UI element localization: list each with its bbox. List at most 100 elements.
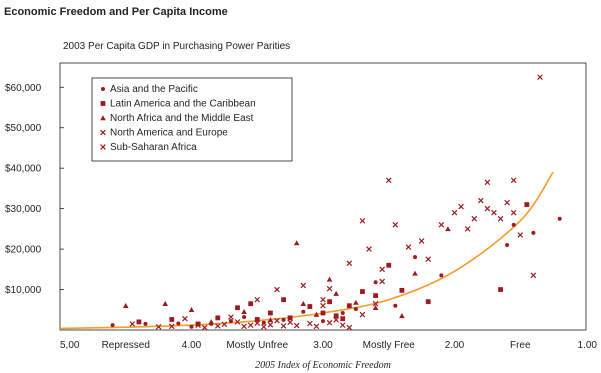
data-point-series-4 [261, 323, 267, 330]
data-point-series-4 [214, 323, 221, 329]
chart-subtitle: 2003 Per Capita GDP in Purchasing Power … [63, 41, 290, 52]
data-point-series-2 [188, 306, 195, 313]
data-point-series-4 [195, 322, 201, 328]
x-tick-label: 3.00 [313, 340, 333, 351]
y-tick-label: $30,000 [5, 204, 42, 215]
data-point-series-4 [320, 296, 326, 303]
data-point-series-4 [274, 317, 280, 324]
chart-title: Economic Freedom and Per Capita Income [4, 6, 228, 18]
data-point-series-4 [307, 320, 313, 327]
data-point-series-1 [373, 293, 378, 299]
data-point-series-2 [300, 300, 307, 306]
data-point-series-0 [321, 319, 325, 324]
data-point-series-1 [248, 301, 254, 307]
legend-marker [101, 87, 105, 91]
data-point-series-0 [340, 311, 345, 316]
data-point-series-2 [326, 276, 333, 282]
x-tick-label: 1.00 [578, 340, 598, 351]
data-point-series-4 [379, 278, 385, 285]
data-point-series-1 [268, 310, 273, 316]
data-point-series-2 [353, 299, 359, 305]
data-point-series-0 [353, 306, 358, 311]
data-point-series-1 [320, 310, 326, 316]
data-point-series-4 [372, 300, 379, 307]
data-point-series-3 [510, 177, 517, 184]
data-point-series-0 [176, 321, 181, 326]
x-tick-label: Mostly Free [363, 340, 416, 351]
data-point-series-2 [313, 311, 320, 317]
data-point-series-1 [346, 303, 352, 309]
data-point-series-0 [393, 303, 398, 308]
data-point-series-1 [333, 313, 339, 319]
legend-entry: North Africa and the Middle East [110, 113, 254, 124]
data-point-series-0 [301, 309, 306, 314]
data-point-series-3 [359, 217, 366, 224]
data-point-series-3 [458, 203, 464, 210]
legend-entry: Asia and the Pacific [110, 84, 198, 95]
data-point-series-0 [281, 317, 286, 322]
data-point-series-2 [162, 300, 168, 306]
data-point-series-0 [413, 255, 418, 260]
legend-entry: Latin America and the Caribbean [110, 99, 256, 110]
data-point-series-2 [267, 317, 274, 323]
data-point-series-4 [293, 322, 300, 329]
data-point-series-4 [234, 319, 241, 325]
data-point-series-2 [241, 308, 247, 315]
data-point-series-3 [438, 221, 445, 228]
data-point-series-0 [439, 273, 444, 278]
data-point-series-4 [247, 322, 254, 328]
data-point-series-1 [386, 262, 392, 268]
legend-marker [100, 129, 106, 136]
y-tick-label: $10,000 [5, 285, 42, 296]
data-point-series-3 [537, 74, 543, 80]
data-point-series-3 [504, 199, 510, 206]
data-point-series-1 [169, 317, 175, 322]
data-point-series-1 [498, 287, 503, 292]
data-point-series-1 [195, 321, 201, 327]
data-point-series-4 [182, 315, 188, 322]
data-point-series-2 [372, 304, 379, 310]
legend-entry: Sub-Saharan Africa [110, 142, 197, 153]
data-point-series-3 [497, 215, 504, 222]
data-point-series-4 [346, 324, 353, 331]
y-tick-label: $60,000 [5, 83, 42, 94]
data-point-series-1 [399, 287, 405, 293]
y-tick-label: $50,000 [5, 123, 42, 134]
data-point-series-2 [412, 270, 418, 276]
data-point-series-4 [313, 323, 320, 330]
data-point-series-3 [228, 314, 234, 320]
data-point-series-0 [505, 243, 510, 248]
data-point-series-3 [491, 209, 497, 216]
data-point-series-3 [320, 302, 326, 309]
data-point-series-3 [425, 256, 432, 263]
data-point-series-1 [524, 202, 530, 207]
y-axis: $10,000 $20,000 $30,000 $40,000 $50,000 $60,0… [5, 83, 64, 296]
data-point-series-0 [143, 321, 148, 326]
data-point-series-4 [267, 321, 274, 328]
data-point-series-0 [242, 315, 247, 320]
data-point-series-3 [530, 272, 537, 279]
data-point-series-0 [228, 319, 233, 324]
data-point-series-3 [385, 177, 392, 184]
data-point-series-1 [281, 297, 286, 303]
data-point-series-2 [208, 319, 215, 325]
x-tick-label: Repressed [102, 340, 150, 351]
legend-marker [100, 144, 106, 150]
data-point-series-4 [333, 317, 339, 323]
data-point-series-3 [418, 238, 425, 244]
data-point-series-4 [155, 323, 162, 330]
data-point-series-3 [464, 226, 471, 232]
data-point-series-3 [346, 260, 353, 267]
data-point-series-1 [254, 317, 260, 322]
scatter-points [110, 74, 562, 331]
legend-marker [100, 101, 106, 106]
data-point-series-1 [360, 289, 365, 294]
data-point-series-4 [221, 321, 228, 328]
data-point-series-0 [531, 230, 536, 235]
y-tick-label: $20,000 [5, 245, 42, 256]
data-point-series-4 [326, 319, 333, 326]
data-point-series-4 [254, 320, 261, 326]
data-point-series-3 [484, 205, 491, 212]
data-point-series-0 [511, 222, 516, 227]
